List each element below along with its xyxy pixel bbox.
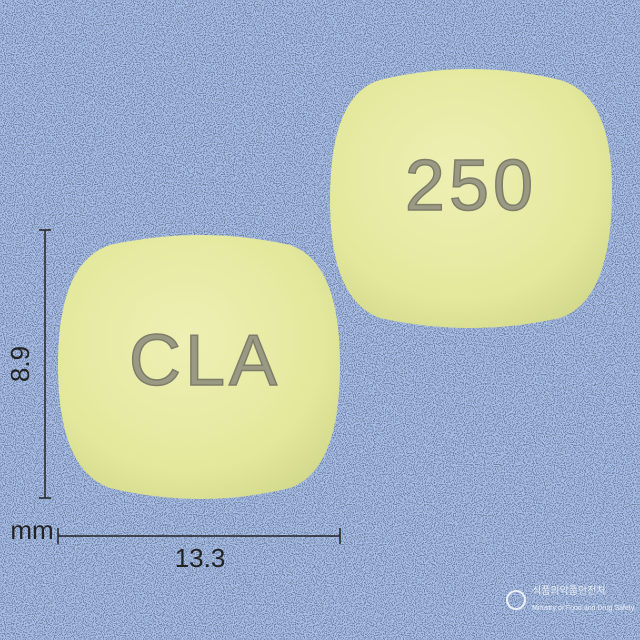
watermark-korean: 식품의약품안전처 xyxy=(532,585,606,597)
pill-imprint: CLA xyxy=(129,321,281,401)
dimension-lines xyxy=(39,229,341,544)
pill-back: 250 xyxy=(330,69,612,328)
pill-front: CLA xyxy=(58,235,340,499)
height-label: 8.9 xyxy=(5,346,35,382)
unit-label: mm xyxy=(10,515,53,545)
pill-shape xyxy=(58,235,340,499)
watermark-english: Ministry of Food and Drug Safety xyxy=(532,605,635,612)
width-label: 13.3 xyxy=(175,543,226,573)
watermark-logo xyxy=(506,590,526,610)
watermark: 식품의약품안전처 Ministry of Food and Drug Safet… xyxy=(506,585,635,612)
pill-shape xyxy=(330,69,612,328)
pill-imprint: 250 xyxy=(405,146,537,226)
